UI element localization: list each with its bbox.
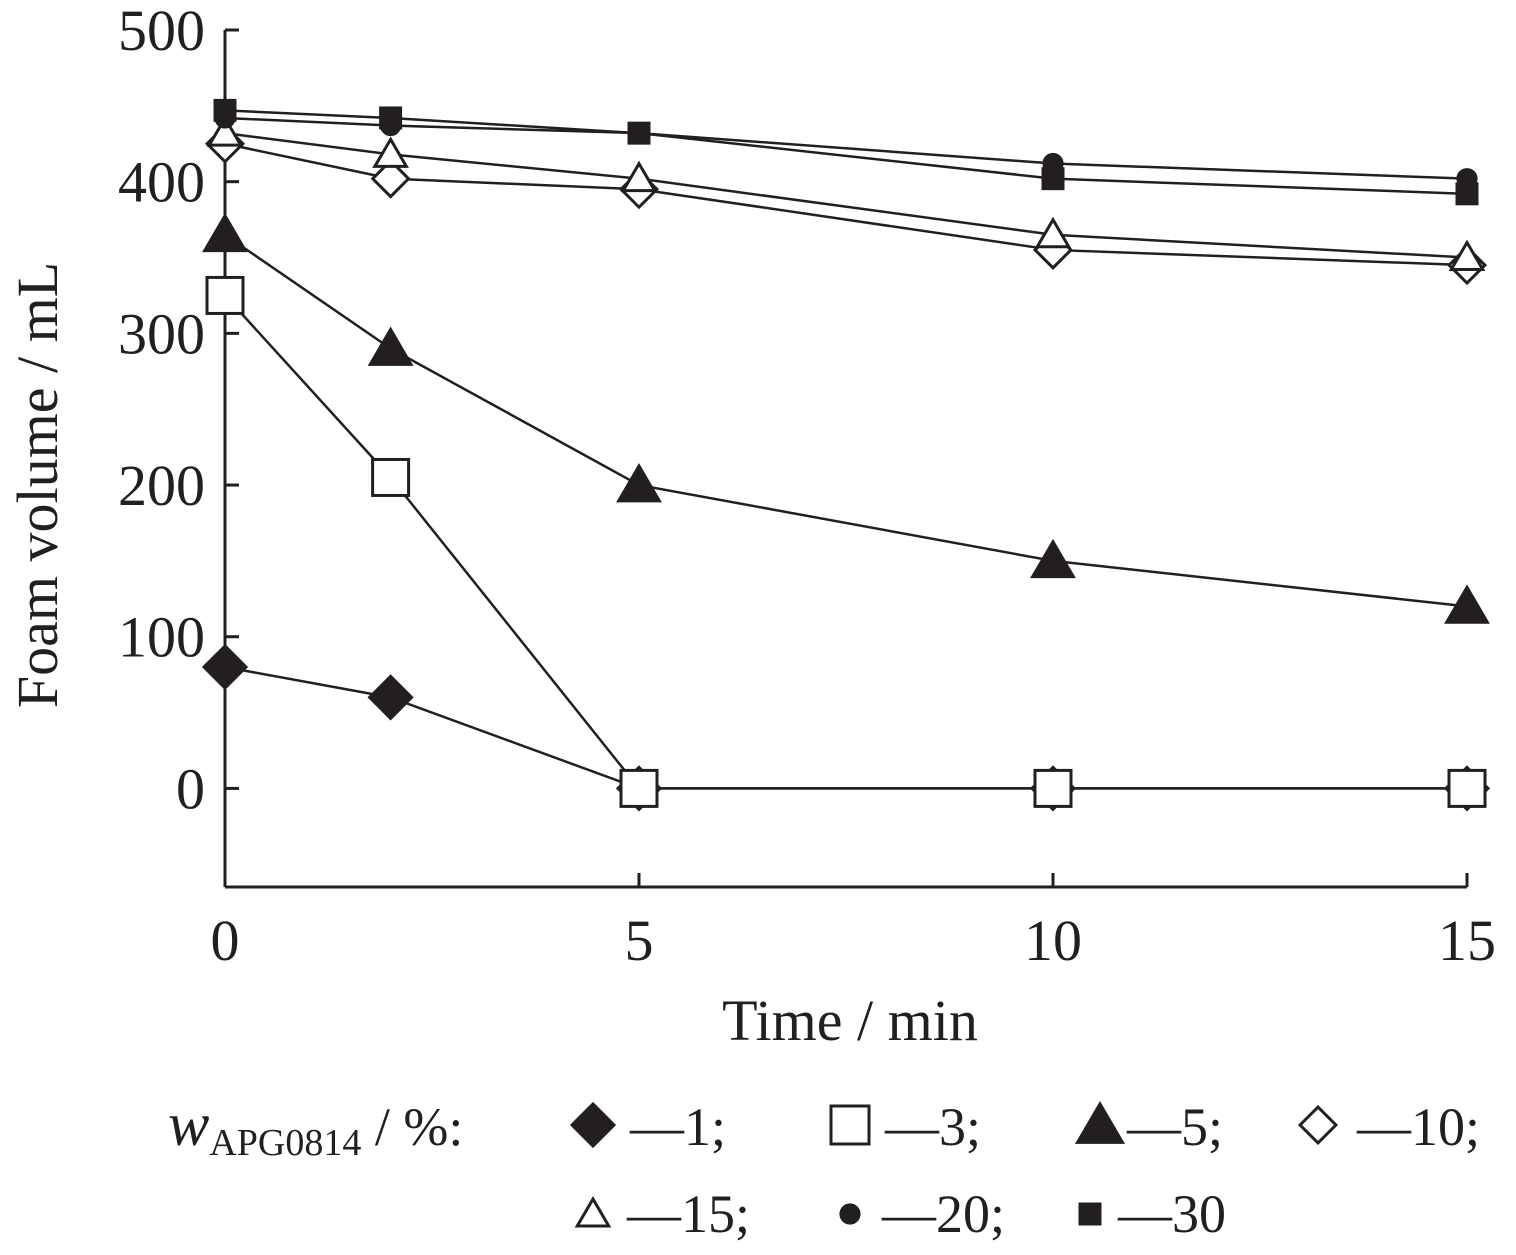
x-tick-label: 5: [625, 908, 654, 973]
data-point: [1041, 167, 1065, 191]
legend-marker: [1074, 1101, 1126, 1144]
x-tick-label: 0: [211, 908, 240, 973]
data-point: [370, 158, 411, 199]
legend-label: —15;: [626, 1184, 750, 1244]
legend-entry-1: —1;: [569, 1097, 726, 1157]
data-point: [201, 643, 249, 691]
series-5: [202, 212, 1490, 624]
series-line: [224, 116, 1468, 180]
axes: [223, 28, 1469, 889]
data-point: [367, 674, 414, 721]
legend-label: —30: [1117, 1184, 1226, 1244]
legend-entry-20: —20;: [839, 1184, 1005, 1244]
series-3: [205, 275, 1487, 808]
legend-label: —20;: [881, 1184, 1005, 1244]
data-point: [627, 121, 651, 145]
data-point: [1444, 584, 1490, 624]
legend-entry-30: —30: [1078, 1184, 1226, 1244]
data-point: [379, 106, 403, 130]
data-point: [620, 160, 658, 193]
legend-entry-15: —15;: [574, 1184, 750, 1244]
series-layer: [201, 98, 1491, 812]
data-point: [371, 457, 411, 497]
series-1: [201, 643, 1491, 812]
data-point: [1030, 538, 1076, 579]
legend-marker: [1078, 1202, 1102, 1226]
series-30: [213, 98, 1479, 206]
series-15: [206, 115, 1486, 272]
series-line: [224, 131, 1468, 259]
data-point: [1448, 239, 1486, 272]
legend-entry-10: —10;: [1297, 1097, 1480, 1157]
y-tick-label: 100: [118, 605, 205, 670]
y-axis-title: Foam volume / mL: [5, 262, 70, 708]
y-tick-label: 400: [118, 150, 205, 215]
y-tick-label: 500: [118, 0, 205, 63]
y-tick-label: 300: [118, 301, 205, 366]
data-point: [1455, 182, 1479, 206]
legend-label: —10;: [1356, 1097, 1480, 1157]
legend-entry-3: —3;: [829, 1097, 981, 1157]
legend-marker: [839, 1203, 861, 1225]
legend-entry-5: —5;: [1074, 1097, 1223, 1157]
series-line: [224, 233, 1468, 608]
data-point: [1034, 216, 1072, 249]
series-line: [224, 109, 1468, 196]
legend-label: —3;: [884, 1097, 981, 1157]
legend: wAPG0814 / %: —1; —3; —5; —10; —15; —20; —30: [168, 1091, 1480, 1244]
y-tick-label: 200: [118, 453, 205, 518]
legend-marker: [829, 1104, 871, 1146]
labels-layer: 0 100 200 300 400 500 0 5 10 15 Time / min Foam vol…: [5, 0, 1496, 1053]
series-line: [224, 294, 1467, 790]
legend-marker: [569, 1101, 617, 1149]
data-point: [367, 326, 414, 366]
data-point: [206, 115, 244, 147]
legend-label: —1;: [629, 1097, 726, 1157]
legend-title: wAPG0814 / %:: [168, 1091, 463, 1164]
data-point: [372, 136, 409, 168]
legend-marker: [574, 1196, 612, 1228]
y-tick-label: 0: [176, 756, 205, 821]
x-axis-title: Time / min: [722, 988, 978, 1053]
x-tick-label: 10: [1024, 908, 1082, 973]
x-tick-label: 15: [1438, 908, 1496, 973]
data-point: [1447, 768, 1487, 808]
data-point: [616, 463, 662, 503]
series-line: [224, 665, 1467, 790]
data-point: [619, 768, 659, 808]
data-point: [1033, 768, 1073, 808]
data-point: [205, 275, 245, 315]
legend-label: —5;: [1126, 1097, 1223, 1157]
data-point: [202, 212, 248, 253]
data-point: [213, 98, 237, 122]
legend-marker: [1297, 1104, 1339, 1146]
